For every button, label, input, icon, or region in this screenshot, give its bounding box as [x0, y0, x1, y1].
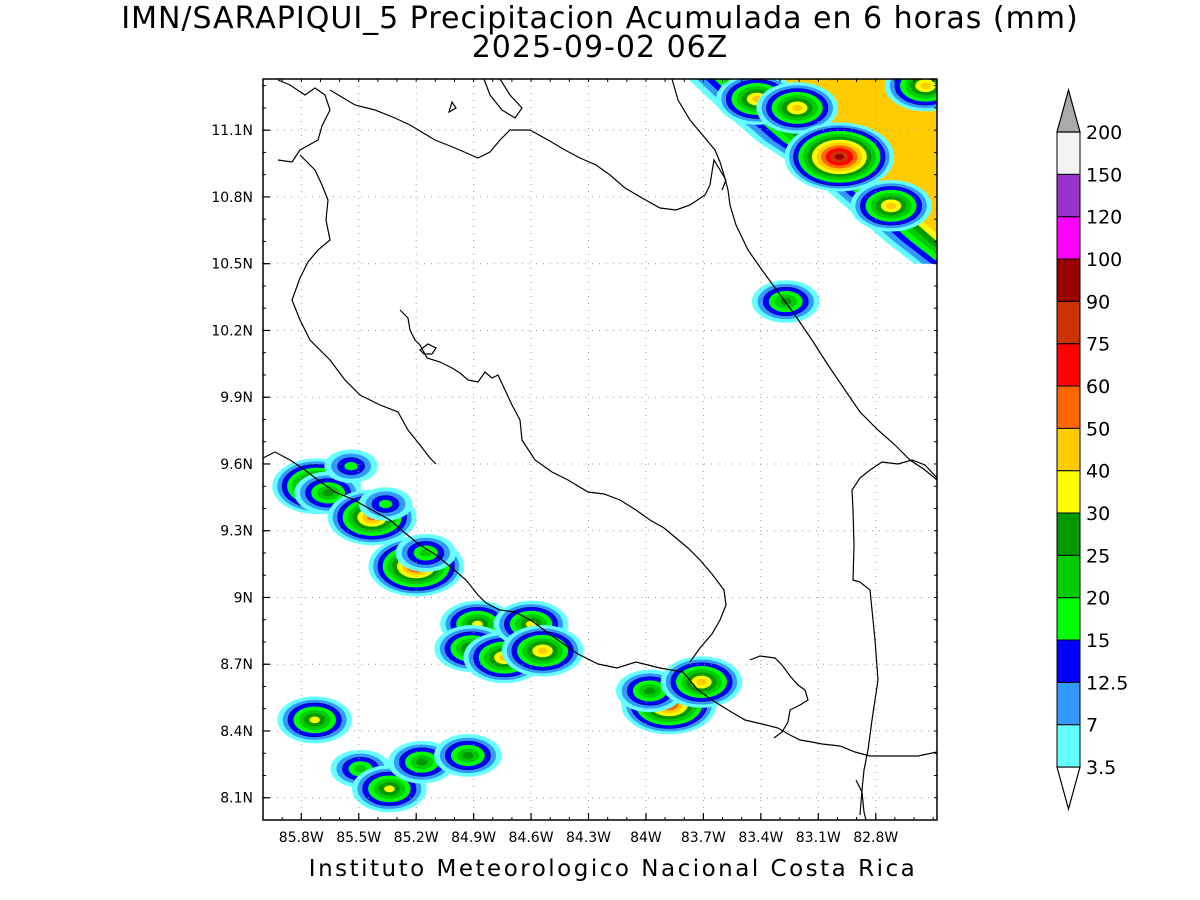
colorbar-label: 20 [1086, 588, 1110, 610]
colorbar-swatch [1056, 639, 1081, 683]
colorbar-legend: 3.5 7 12.5 15 20 25 30 40 50 60 75 90 100 120 150 200 [1056, 87, 1128, 812]
nicoya-peninsula-coast [277, 79, 437, 465]
x-tick-label: 83.7W [681, 830, 726, 846]
colorbar-label: 200 [1086, 122, 1122, 144]
colorbar-swatch [1056, 597, 1081, 641]
precip-cell-contour [462, 751, 474, 759]
x-tick-label: 84.9W [451, 830, 496, 846]
precip-cell-contour [309, 716, 320, 724]
precip-band-contour [748, 79, 937, 264]
precip-cell-contour [696, 678, 707, 686]
caribbean-coastline [671, 79, 937, 481]
panama-border [851, 459, 937, 816]
y-tick-label: 9.6N [220, 457, 253, 473]
colorbar-swatch [1056, 427, 1081, 472]
colorbar-swatch [1056, 385, 1081, 429]
y-tick-label: 11.1N [211, 123, 253, 139]
nicaragua-border [329, 89, 727, 211]
x-tick-label: 84W [630, 830, 662, 846]
colorbar-label: 75 [1086, 334, 1110, 356]
x-tick-label: 83.4W [738, 830, 783, 846]
precip-cell-contour [644, 687, 656, 695]
precip-cell-contour [792, 104, 803, 112]
pacific-coastline [263, 451, 937, 757]
chart-title: IMN/SARAPIQUI_5 Precipitacion Acumulada … [121, 1, 1079, 36]
footer-credit: Instituto Meteorologico Nacional Costa R… [308, 856, 918, 882]
precip-cell-contour [354, 765, 367, 773]
precip-cell-contour [416, 758, 428, 766]
precip-cell-contour [378, 499, 393, 509]
colorbar-label: 7 [1086, 715, 1098, 737]
colorbar-label: 150 [1086, 164, 1122, 186]
precip-cell-contour [537, 647, 548, 655]
nicoya-gulf-coast [399, 309, 727, 663]
colorbar-swatch [1056, 681, 1081, 726]
colorbar-label: 60 [1086, 376, 1110, 398]
colorbar-swatch [1056, 216, 1081, 260]
precip-cell-contour [384, 785, 395, 793]
lake-nicaragua-shore [483, 79, 523, 119]
y-tick-label: 9.3N [220, 524, 253, 540]
precip-cell-contour [419, 549, 432, 557]
y-tick-label: 10.5N [211, 257, 253, 273]
y-axis: 8.1N 8.4N 8.7N 9N 9.3N 9.6N 9.9N 10.2N 10.5N 10.8… [211, 85, 937, 807]
colorbar-swatch [1056, 512, 1081, 556]
x-tick-label: 85.5W [336, 830, 381, 846]
colorbar-swatch [1056, 258, 1081, 302]
colorbar-label: 50 [1086, 418, 1110, 440]
precip-cell-contour [344, 461, 358, 471]
colorbar-label: 30 [1086, 503, 1110, 525]
y-tick-label: 9.9N [220, 390, 253, 406]
colorbar-label: 90 [1086, 291, 1110, 313]
x-tick-label: 83.1W [796, 830, 841, 846]
colorbar-label: 15 [1086, 630, 1110, 652]
x-tick-label: 85.8W [279, 830, 324, 846]
colorbar-swatch [1056, 470, 1081, 514]
osa-peninsula-coast [749, 655, 809, 739]
colorbar-label: 12.5 [1086, 672, 1128, 694]
x-tick-label: 82.8W [853, 830, 898, 846]
x-tick-label: 85.2W [394, 830, 439, 846]
colorbar-swatch [1056, 724, 1081, 768]
y-tick-label: 9N [234, 590, 253, 606]
coastlines [263, 79, 937, 820]
y-tick-label: 10.2N [211, 323, 253, 339]
colorbar-label: 120 [1086, 207, 1122, 229]
nicoya-island [419, 343, 437, 355]
burica-coast [855, 779, 867, 820]
chart-subtitle-date: 2025-09-02 06Z [471, 30, 729, 65]
colorbar-label: 3.5 [1086, 757, 1116, 779]
colorbar-label: 100 [1086, 249, 1122, 271]
precip-cell-contour [920, 82, 931, 89]
small-lake [447, 100, 457, 114]
colorbar-label: 25 [1086, 545, 1110, 567]
colorbar-swatch [1056, 131, 1081, 175]
colorbar-swatch [1056, 300, 1081, 345]
colorbar-swatch [1056, 173, 1081, 218]
precipitation-layer [272, 79, 937, 813]
colorbar-swatch [1056, 554, 1081, 599]
precip-cell-contour [885, 202, 897, 210]
colorbar-high-arrow [1056, 87, 1081, 133]
x-tick-label: 84.6W [509, 830, 554, 846]
plot-frame [262, 78, 938, 821]
y-tick-label: 8.4N [220, 724, 253, 740]
x-axis: 85.8W 85.5W 85.2W 84.9W 84.6W 84.3W 84W 83.7W 83… [279, 79, 934, 846]
y-tick-label: 10.8N [211, 190, 253, 206]
precip-cell-contour [834, 153, 844, 160]
y-tick-label: 8.1N [220, 791, 253, 807]
x-tick-label: 84.3W [566, 830, 611, 846]
precip-cell-contour [322, 489, 334, 497]
colorbar-label: 40 [1086, 461, 1110, 483]
colorbar-low-arrow [1056, 766, 1081, 812]
colorbar-swatch [1056, 343, 1081, 387]
y-tick-label: 8.7N [220, 657, 253, 673]
